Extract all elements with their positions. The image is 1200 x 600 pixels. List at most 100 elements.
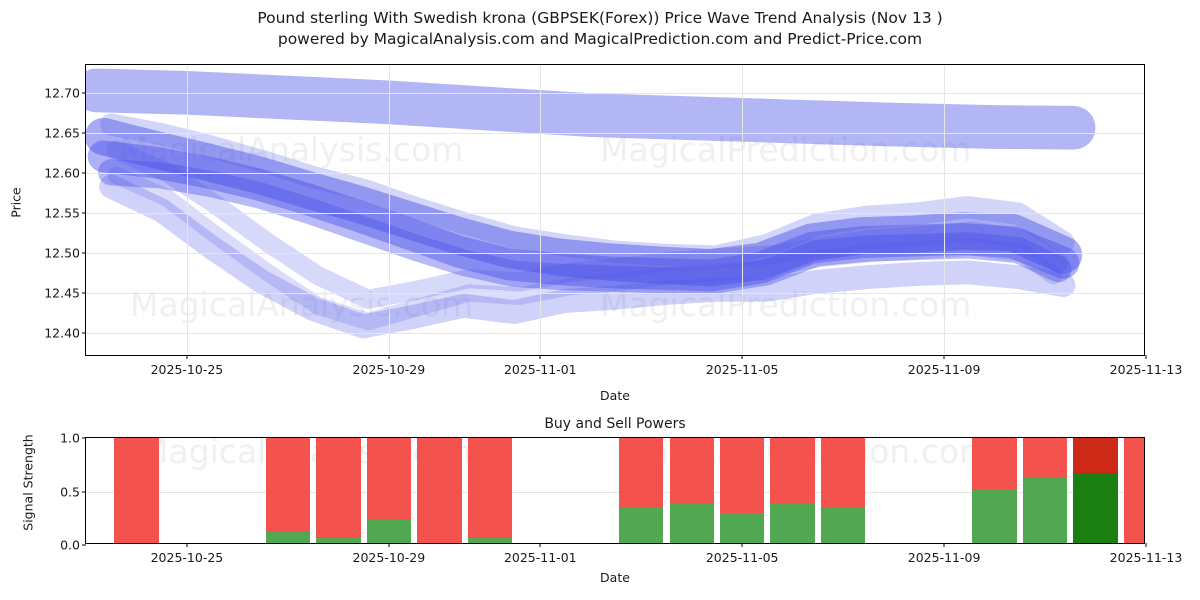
signal-y-tick-label: 1.0 bbox=[60, 430, 80, 446]
price-gridline-vertical bbox=[186, 65, 188, 355]
sell-power-bar[interactable] bbox=[770, 438, 815, 503]
sell-power-bar[interactable] bbox=[417, 438, 462, 543]
price-y-tick-label: 12.45 bbox=[44, 285, 80, 301]
price-axis-label: Price bbox=[8, 187, 24, 218]
buy-power-bar[interactable] bbox=[316, 537, 361, 543]
price-x-tick-label: 2025-11-09 bbox=[907, 362, 981, 377]
sell-power-bar[interactable] bbox=[820, 438, 866, 508]
signal-x-tick-mark bbox=[943, 543, 945, 547]
wave-band-fan-band-a bbox=[106, 140, 1068, 309]
wave-band-upper-envelope-band bbox=[86, 68, 1096, 150]
wave-band-fan-band-b bbox=[107, 166, 1063, 331]
price-x-tick-mark bbox=[741, 355, 743, 359]
price-gridline-vertical bbox=[944, 65, 946, 355]
price-x-axis-label: Date bbox=[600, 388, 630, 403]
price-x-tick-label: 2025-11-05 bbox=[705, 362, 779, 377]
price-gridline bbox=[86, 93, 1144, 94]
sell-power-bar[interactable] bbox=[972, 438, 1017, 491]
sell-power-bar[interactable] bbox=[719, 438, 765, 514]
wave-band-core-band-2 bbox=[87, 140, 1080, 292]
price-x-tick-mark bbox=[388, 355, 390, 359]
buy-power-bar[interactable] bbox=[366, 519, 412, 543]
buy-power-bar[interactable] bbox=[820, 507, 866, 543]
signal-x-axis-label: Date bbox=[600, 570, 630, 585]
price-y-tick-label: 12.55 bbox=[44, 205, 80, 221]
signal-y-tick-mark bbox=[82, 491, 86, 492]
price-y-tick-mark bbox=[82, 92, 86, 94]
buy-power-bar[interactable] bbox=[1073, 472, 1118, 543]
signal-gridline bbox=[86, 491, 1144, 493]
signal-x-tick-label: 2025-11-05 bbox=[705, 550, 779, 565]
sell-power-bar[interactable] bbox=[619, 438, 664, 508]
price-x-tick-label: 2025-11-01 bbox=[503, 362, 577, 377]
price-gridline bbox=[86, 173, 1144, 174]
price-y-tick-mark bbox=[82, 172, 86, 174]
signal-x-tick-label: 2025-10-29 bbox=[352, 550, 426, 565]
price-wave-plot: 12.40 12.45 12.50 12.55 12.60 12.65 12.70 2025-… bbox=[44, 64, 1182, 377]
signal-chart-title: Buy and Sell Powers bbox=[544, 416, 686, 432]
sell-power-bar[interactable] bbox=[1073, 438, 1118, 473]
price-gridline bbox=[86, 333, 1144, 334]
sell-power-bar[interactable] bbox=[467, 438, 512, 538]
signal-x-tick-mark bbox=[539, 543, 541, 547]
buy-sell-powers-plot: 0.0 0.5 1.0 2025-10-25 2025-10-29 2025-11-01 2… bbox=[60, 431, 1182, 566]
sell-power-bar[interactable] bbox=[1123, 438, 1144, 543]
buy-power-bar[interactable] bbox=[265, 530, 311, 543]
buy-power-bar[interactable] bbox=[467, 537, 512, 543]
price-x-tick-label: 2025-11-13 bbox=[1109, 362, 1183, 377]
price-y-tick-label: 12.50 bbox=[44, 245, 80, 261]
price-y-tick-label: 12.70 bbox=[44, 85, 80, 101]
sell-power-bar[interactable] bbox=[669, 438, 714, 503]
price-plot-inner bbox=[86, 65, 1144, 355]
buy-power-bar[interactable] bbox=[719, 513, 765, 543]
wave-band-upper-spread-band bbox=[100, 113, 1075, 268]
signal-x-tick-label: 2025-11-13 bbox=[1109, 550, 1183, 565]
wave-band-lower-spread-band bbox=[99, 174, 1076, 339]
price-gridline-vertical bbox=[742, 65, 744, 355]
signal-x-tick-label: 2025-11-09 bbox=[907, 550, 981, 565]
price-y-tick-label: 12.65 bbox=[44, 125, 80, 141]
buy-power-bar[interactable] bbox=[1022, 478, 1068, 543]
wave-band-core-band-3 bbox=[98, 159, 1072, 294]
price-x-tick-mark bbox=[186, 355, 188, 359]
price-x-tick-mark bbox=[539, 355, 541, 359]
price-gridline-vertical bbox=[540, 65, 542, 355]
price-y-tick-mark bbox=[82, 332, 86, 334]
price-x-tick-label: 2025-10-29 bbox=[352, 362, 426, 377]
signal-y-tick-mark bbox=[82, 544, 86, 546]
price-y-tick-mark bbox=[82, 292, 86, 294]
buy-power-bar[interactable] bbox=[619, 507, 664, 543]
sell-power-bar[interactable] bbox=[114, 438, 159, 543]
price-x-tick-mark bbox=[943, 355, 945, 359]
wave-band-core-band-1 bbox=[86, 117, 1083, 287]
buy-power-bar[interactable] bbox=[669, 502, 714, 543]
signal-x-tick-mark bbox=[741, 543, 743, 547]
price-gridline-vertical bbox=[388, 65, 390, 355]
page-subtitle: powered by MagicalAnalysis.com and Magic… bbox=[277, 30, 923, 48]
price-y-tick-mark bbox=[82, 212, 86, 214]
price-gridline bbox=[86, 253, 1144, 254]
price-gridline bbox=[86, 133, 1144, 134]
price-x-tick-mark bbox=[1145, 355, 1147, 359]
sell-power-bar[interactable] bbox=[316, 438, 361, 538]
signal-axis-label: Signal Strength bbox=[20, 434, 36, 531]
signal-x-tick-mark bbox=[388, 543, 390, 547]
price-y-tick-mark bbox=[82, 252, 86, 254]
signal-x-tick-label: 2025-10-25 bbox=[150, 550, 224, 565]
price-y-tick-label: 12.40 bbox=[44, 325, 80, 341]
signal-x-tick-mark bbox=[1145, 543, 1147, 547]
price-wave-bands bbox=[86, 68, 1096, 339]
price-y-tick-label: 12.60 bbox=[44, 165, 80, 181]
signal-y-tick-label: 0.0 bbox=[60, 537, 80, 553]
chart-title-block: Pound sterling With Swedish krona (GBPSE… bbox=[0, 8, 1200, 50]
price-gridline bbox=[86, 293, 1144, 294]
price-gridline bbox=[86, 213, 1144, 214]
sell-power-bar[interactable] bbox=[366, 438, 412, 520]
sell-power-bar[interactable] bbox=[265, 438, 311, 531]
price-y-tick-mark bbox=[82, 132, 86, 134]
buy-power-bar[interactable] bbox=[770, 502, 815, 543]
buy-power-bar[interactable] bbox=[972, 490, 1017, 543]
signal-x-tick-label: 2025-11-01 bbox=[503, 550, 577, 565]
sell-power-bar[interactable] bbox=[1022, 438, 1068, 479]
